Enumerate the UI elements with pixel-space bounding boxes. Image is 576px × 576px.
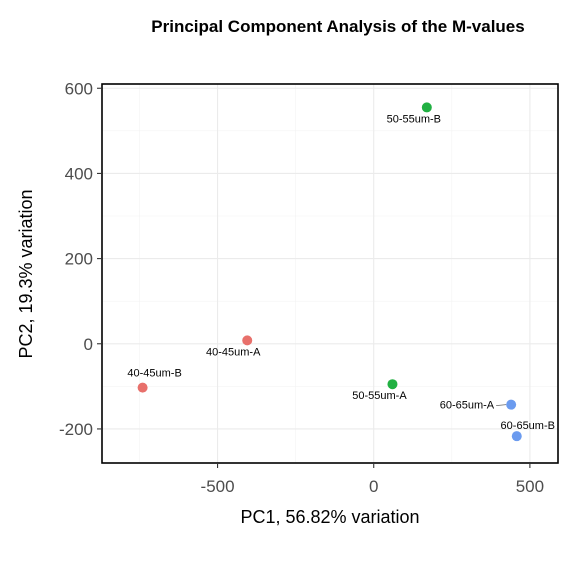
x-tick-label: -500	[201, 477, 235, 496]
axis-ticks: -500 0 500 -200 0 200 400 600	[59, 79, 544, 496]
y-tick-label: 0	[84, 335, 93, 354]
y-tick-label: 600	[65, 79, 93, 98]
data-points	[137, 102, 522, 442]
y-tick-label: 200	[65, 250, 93, 269]
y-axis-title: PC2, 19.3% variation	[16, 189, 36, 358]
plot-panel-border	[101, 83, 559, 464]
data-point-40-45um-a	[242, 335, 253, 346]
x-axis-title: PC1, 56.82% variation	[240, 507, 419, 527]
data-point-50-55um-b	[421, 102, 432, 113]
x-tick-label: 0	[369, 477, 378, 496]
grid	[102, 84, 558, 463]
label-leader-line	[496, 404, 507, 407]
data-point-60-65um-b	[511, 431, 522, 442]
data-point-60-65um-a	[506, 399, 517, 410]
chart-title: Principal Component Analysis of the M-va…	[151, 17, 524, 36]
y-tick-label: -200	[59, 420, 93, 439]
point-labels: 40-45um-A 40-45um-B 50-55um-A 50-55um-B 60-6…	[127, 113, 555, 432]
point-label-40-45um-a: 40-45um-A	[206, 346, 261, 358]
data-point-40-45um-b	[137, 382, 148, 393]
point-label-60-65um-a: 60-65um-A	[440, 400, 495, 412]
point-label-50-55um-a: 50-55um-A	[352, 390, 407, 402]
point-label-40-45um-b: 40-45um-B	[127, 368, 181, 380]
point-label-60-65um-b: 60-65um-B	[501, 420, 555, 432]
data-point-50-55um-a	[387, 379, 398, 390]
point-label-50-55um-b: 50-55um-B	[387, 113, 441, 125]
y-tick-label: 400	[65, 164, 93, 183]
x-tick-label: 500	[516, 477, 544, 496]
